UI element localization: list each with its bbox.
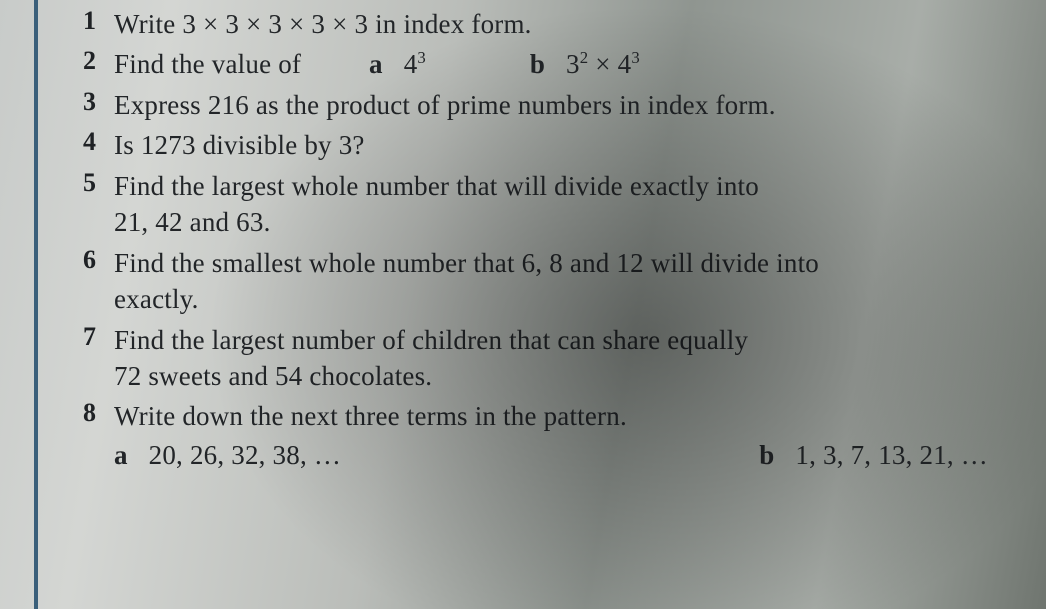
question-8: 8 Write down the next three terms in the…	[56, 398, 1028, 473]
question-text: Write down the next three terms in the p…	[114, 398, 1028, 473]
question-number: 1	[56, 6, 114, 36]
question-2: 2 Find the value of a 43 b 32 × 43	[56, 46, 1028, 82]
q5-line2: 21, 42 and 63.	[114, 204, 1028, 240]
q5-line1: Find the largest whole number that will …	[114, 168, 1028, 204]
q8b-sequence: 1, 3, 7, 13, 21, …	[795, 440, 988, 470]
q8a: a 20, 26, 32, 38, …	[114, 437, 341, 473]
question-number: 2	[56, 46, 114, 76]
question-7: 7 Find the largest number of children th…	[56, 322, 1028, 395]
q1-text-after: in index form.	[368, 9, 531, 39]
q8-lead: Write down the next three terms in the p…	[114, 398, 1028, 434]
q2a-expression: 43	[404, 49, 426, 79]
question-number: 4	[56, 127, 114, 157]
q7-line2: 72 sweets and 54 chocolates.	[114, 358, 1028, 394]
q2b-label: b	[530, 49, 545, 79]
question-number: 6	[56, 245, 114, 275]
question-text: Express 216 as the product of prime numb…	[114, 87, 1028, 123]
question-3: 3 Express 216 as the product of prime nu…	[56, 87, 1028, 123]
q2-lead: Find the value of	[114, 49, 301, 79]
q8a-label: a	[114, 440, 128, 470]
q1-text-before: Write	[114, 9, 182, 39]
q1-expression: 3 × 3 × 3 × 3 × 3	[182, 9, 368, 39]
q6-line1: Find the smallest whole number that 6, 8…	[114, 245, 1028, 281]
question-5: 5 Find the largest whole number that wil…	[56, 168, 1028, 241]
q8a-sequence: 20, 26, 32, 38, …	[149, 440, 341, 470]
question-1: 1 Write 3 × 3 × 3 × 3 × 3 in index form.	[56, 6, 1028, 42]
question-text: Find the largest number of children that…	[114, 322, 1028, 395]
question-text: Is 1273 divisible by 3?	[114, 127, 1028, 163]
q8-subparts: a 20, 26, 32, 38, … b 1, 3, 7, 13, 21, …	[114, 437, 1028, 473]
q6-line2: exactly.	[114, 281, 1028, 317]
question-text: Find the largest whole number that will …	[114, 168, 1028, 241]
q2a-label: a	[369, 49, 383, 79]
question-number: 7	[56, 322, 114, 352]
question-4: 4 Is 1273 divisible by 3?	[56, 127, 1028, 163]
question-number: 8	[56, 398, 114, 428]
question-number: 5	[56, 168, 114, 198]
exercise-page: 1 Write 3 × 3 × 3 × 3 × 3 in index form.…	[34, 0, 1046, 609]
q7-line1: Find the largest number of children that…	[114, 322, 1028, 358]
q8b: b 1, 3, 7, 13, 21, …	[759, 437, 988, 473]
question-text: Find the smallest whole number that 6, 8…	[114, 245, 1028, 318]
question-text: Find the value of a 43 b 32 × 43	[114, 46, 1028, 82]
question-number: 3	[56, 87, 114, 117]
q8b-label: b	[759, 440, 774, 470]
question-text: Write 3 × 3 × 3 × 3 × 3 in index form.	[114, 6, 1028, 42]
q2b-expression: 32 × 43	[566, 49, 640, 79]
question-6: 6 Find the smallest whole number that 6,…	[56, 245, 1028, 318]
